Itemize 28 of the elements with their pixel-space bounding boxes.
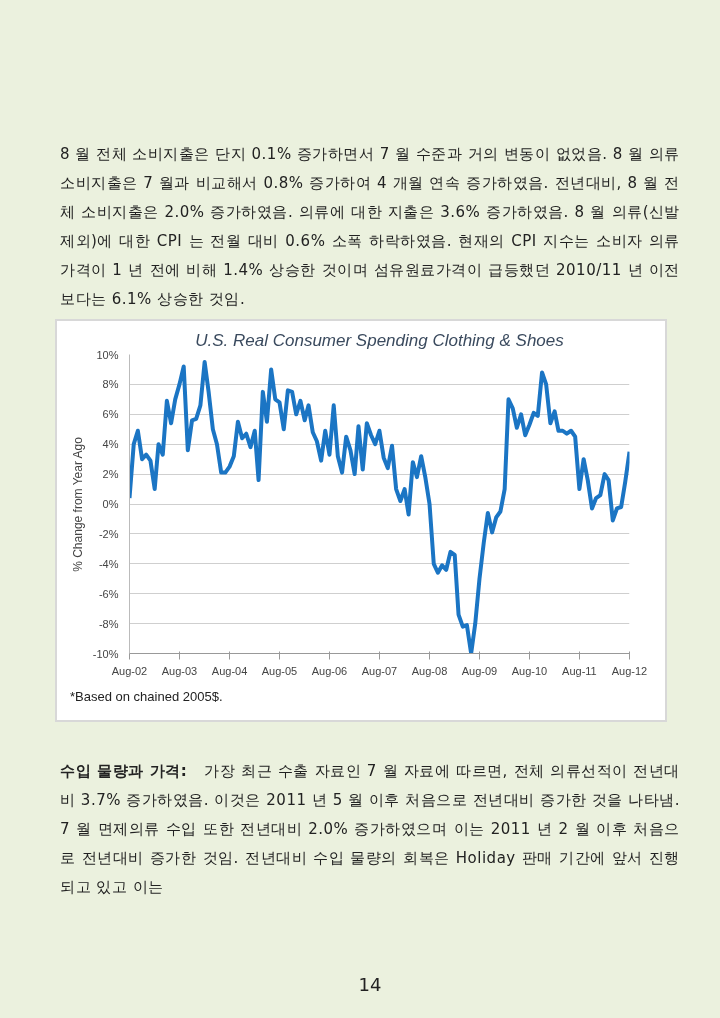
y-tick-label: -8% bbox=[98, 617, 119, 630]
x-tick-label: Aug-03 bbox=[161, 664, 198, 677]
x-tick-label: Aug-06 bbox=[311, 664, 348, 677]
y-axis-title: % Change from Year Ago bbox=[70, 436, 85, 572]
y-tick-label: -6% bbox=[98, 587, 119, 600]
x-tick-label: Aug-09 bbox=[461, 664, 498, 677]
x-tick-label: Aug-05 bbox=[261, 664, 298, 677]
y-tick-label: -10% bbox=[92, 647, 119, 660]
y-tick-label: 4% bbox=[102, 438, 119, 451]
y-tick-label: 10% bbox=[96, 348, 119, 361]
text: 수입 물량과 가격: bbox=[60, 761, 188, 780]
y-tick-label: -4% bbox=[98, 557, 119, 570]
x-tick-label: Aug-12 bbox=[611, 664, 648, 677]
y-tick-label: -2% bbox=[98, 527, 119, 540]
x-tick-label: Aug-04 bbox=[211, 664, 248, 677]
y-tick-label: 8% bbox=[102, 378, 119, 391]
chart-title: U.S. Real Consumer Spending Clothing & Shoes bbox=[195, 330, 565, 350]
x-tick-label: Aug-02 bbox=[111, 664, 148, 677]
text: *Based on chained 2005$. bbox=[70, 688, 223, 706]
y-tick-label: 2% bbox=[102, 468, 119, 481]
y-tick-label: 0% bbox=[102, 498, 119, 510]
x-tick-label: Aug-11 bbox=[562, 664, 597, 677]
x-tick-label: Aug-08 bbox=[411, 664, 448, 677]
y-tick-label: 6% bbox=[102, 408, 119, 421]
text: 8 월 전체 소비지출은 단지 0.1% 증가하면서 7 월 수준과 거의 변동이 없었음. 8 월 의류 소비지출은 7 월과 비교해서 0.8% 증가하여 4 개월 연속 증가하였음. 전년대비, 8 월 전체 소비지출은 2.0% 증가하였음. 의류에 대한 지출은 3.6% 증가하였음. 8 월 의류(신발제외)에 대한 CPI 는 전월 대비 0.6% 소폭 하락하였음. 현재의 CPI 지수는 소비자 의류 가격이 1 년 전에 비해 1.4% 상승한 것이며 섬유원료가격이 급등했던 2010/11 년 이전보다는 6.1% 상승한 것임. bbox=[60, 144, 680, 310]
x-tick-label: Aug-07 bbox=[361, 664, 398, 677]
text: 14 bbox=[358, 972, 382, 997]
x-tick-label: Aug-10 bbox=[511, 664, 548, 677]
